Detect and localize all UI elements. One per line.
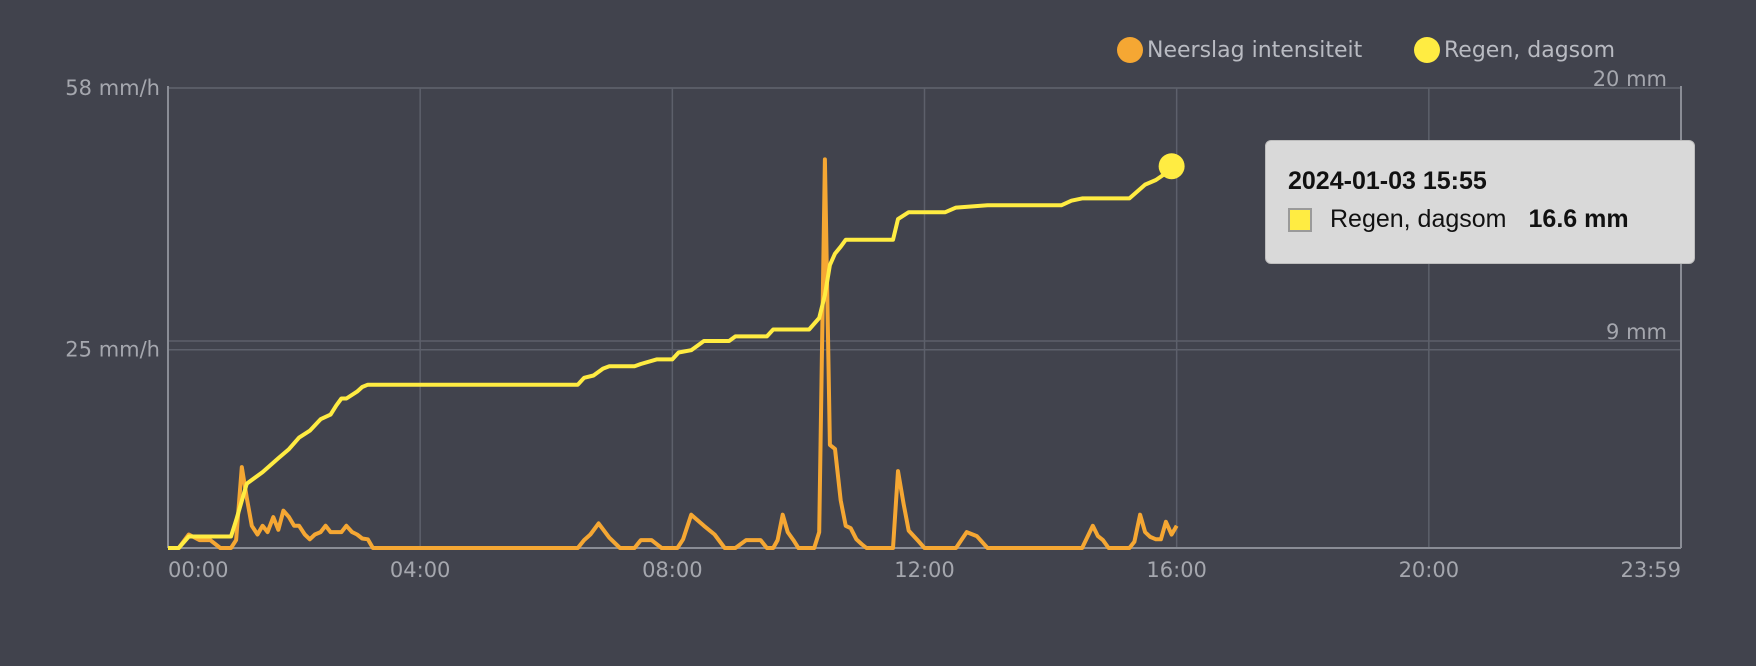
legend-item-intensity[interactable]: Neerslag intensiteit <box>1117 34 1362 66</box>
legend-label-cumulative: Regen, dagsom <box>1444 37 1616 63</box>
x-tick-label: 20:00 <box>1399 558 1460 582</box>
tooltip: 2024-01-03 15:55 Regen, dagsom 16.6 mm <box>1265 140 1695 264</box>
x-tick-label: 08:00 <box>642 558 703 582</box>
tick-labels: 00:00 04:00 08:00 12:00 16:00 20:00 23:59 58 mm… <box>65 67 1681 582</box>
y-left-tick-label: 25 mm/h <box>65 338 160 362</box>
tooltip-row: Regen, dagsom 16.6 mm <box>1288 205 1629 234</box>
y-right-tick-label: 9 mm <box>1606 320 1667 344</box>
tooltip-series-label: Regen, dagsom <box>1330 205 1507 233</box>
series-line-intensity <box>168 157 1179 550</box>
y-right-tick-label: 20 mm <box>1593 67 1667 91</box>
legend-dot-cumulative <box>1414 37 1440 63</box>
x-tick-label: 00:00 <box>168 558 229 582</box>
tooltip-title: 2024-01-03 15:55 <box>1288 167 1487 195</box>
y-left-tick-label: 58 mm/h <box>65 76 160 100</box>
grid-lines <box>168 87 1681 548</box>
x-tick-label: 12:00 <box>894 558 955 582</box>
tooltip-swatch <box>1288 207 1312 232</box>
legend-dot-intensity <box>1117 37 1143 63</box>
hover-point-marker <box>1158 153 1185 180</box>
legend-item-cumulative[interactable]: Regen, dagsom <box>1414 34 1615 66</box>
series-line-cumulative <box>168 164 1174 550</box>
x-tick-label: 23:59 <box>1620 558 1681 582</box>
legend-label-intensity: Neerslag intensiteit <box>1147 37 1363 63</box>
x-tick-label: 04:00 <box>390 558 451 582</box>
tooltip-value: 16.6 mm <box>1528 205 1629 233</box>
series-lines[interactable] <box>168 153 1185 550</box>
x-tick-label: 16:00 <box>1146 558 1207 582</box>
